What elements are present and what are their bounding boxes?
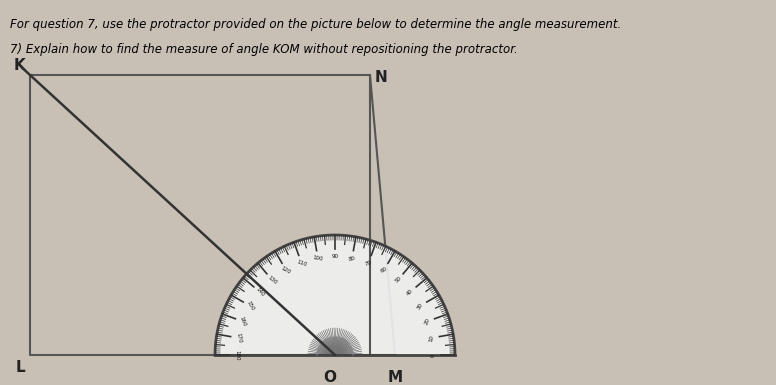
Text: O: O [324, 370, 337, 385]
Text: 180: 180 [234, 350, 240, 360]
Text: 10: 10 [428, 334, 435, 342]
Text: 120: 120 [280, 265, 292, 275]
Polygon shape [215, 235, 455, 355]
Text: 40: 40 [406, 288, 414, 296]
Text: N: N [375, 70, 388, 85]
Text: 90: 90 [331, 254, 338, 259]
Text: 170: 170 [235, 332, 242, 343]
Text: 130: 130 [266, 275, 278, 285]
Text: 140: 140 [255, 286, 265, 298]
Text: 70: 70 [365, 259, 372, 266]
Text: 7) Explain how to find the measure of angle KOM without repositioning the protra: 7) Explain how to find the measure of an… [10, 43, 518, 56]
Text: 100: 100 [313, 255, 324, 262]
Text: 160: 160 [239, 316, 247, 327]
Text: L: L [16, 360, 25, 375]
Text: 80: 80 [348, 255, 356, 261]
Text: 20: 20 [424, 317, 431, 326]
Text: K: K [13, 58, 25, 73]
Text: 50: 50 [393, 276, 402, 284]
Text: 110: 110 [296, 259, 307, 267]
Text: M: M [387, 370, 403, 385]
Text: 150: 150 [245, 300, 255, 312]
Text: 30: 30 [416, 302, 424, 310]
Text: For question 7, use the protractor provided on the picture below to determine th: For question 7, use the protractor provi… [10, 18, 622, 31]
Text: 60: 60 [379, 266, 388, 274]
Text: 0: 0 [431, 353, 435, 357]
